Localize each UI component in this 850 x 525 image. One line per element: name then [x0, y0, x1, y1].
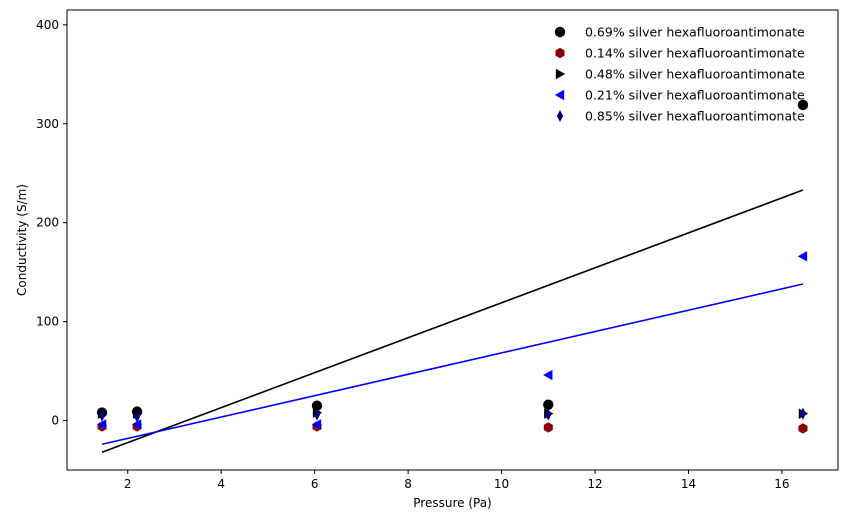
legend-marker: [555, 47, 565, 59]
x-axis-label: Pressure (Pa): [413, 496, 491, 510]
y-tick-label: 0: [51, 414, 59, 428]
data-point: [313, 408, 321, 421]
legend: 0.69% silver hexafluoroantimonate 0.14% s…: [554, 25, 805, 124]
data-points: [96, 99, 809, 434]
y-axis-ticks: 0 100 200 300 400: [36, 18, 67, 428]
trend-lines: [101, 189, 804, 453]
plot-frame: [66, 9, 839, 471]
x-tick-label: 10: [494, 477, 509, 491]
x-tick-label: 16: [774, 477, 789, 491]
x-tick-label: 12: [587, 477, 602, 491]
data-point: [133, 410, 141, 423]
y-tick-label: 100: [36, 315, 59, 329]
data-point: [311, 419, 322, 430]
x-tick-label: 6: [311, 477, 319, 491]
legend-marker: [554, 26, 566, 38]
y-tick-label: 200: [36, 216, 59, 230]
legend-marker: [556, 110, 564, 122]
x-tick-label: 8: [404, 477, 412, 491]
legend-label: 0.48% silver hexafluoroantimonate: [585, 67, 805, 82]
data-point: [545, 408, 552, 421]
data-point: [543, 422, 553, 433]
x-tick-label: 4: [217, 477, 225, 491]
data-point: [797, 251, 808, 262]
y-axis-label: Conductivity (S/m): [15, 184, 29, 296]
x-axis-ticks: 2 4 6 8 10 12 14 16: [124, 470, 790, 491]
legend-marker: [554, 89, 565, 101]
legend-label: 0.14% silver hexafluoroantimonate: [585, 46, 805, 61]
trend-line: [101, 189, 804, 453]
data-point: [543, 399, 554, 410]
legend-label: 0.69% silver hexafluoroantimonate: [585, 25, 805, 40]
data-point: [798, 423, 808, 434]
legend-marker: [555, 68, 566, 80]
data-point: [96, 419, 107, 430]
trend-line: [101, 283, 804, 446]
y-tick-label: 400: [36, 18, 59, 32]
y-tick-label: 300: [36, 117, 59, 131]
legend-label: 0.85% silver hexafluoroantimonate: [585, 109, 805, 124]
x-tick-label: 2: [124, 477, 132, 491]
data-point: [797, 99, 809, 111]
data-point: [799, 407, 807, 420]
legend-label: 0.21% silver hexafluoroantimonate: [585, 88, 805, 103]
data-point: [543, 369, 553, 381]
data-point: [131, 419, 142, 430]
x-tick-label: 14: [681, 477, 696, 491]
data-point: [98, 409, 106, 422]
